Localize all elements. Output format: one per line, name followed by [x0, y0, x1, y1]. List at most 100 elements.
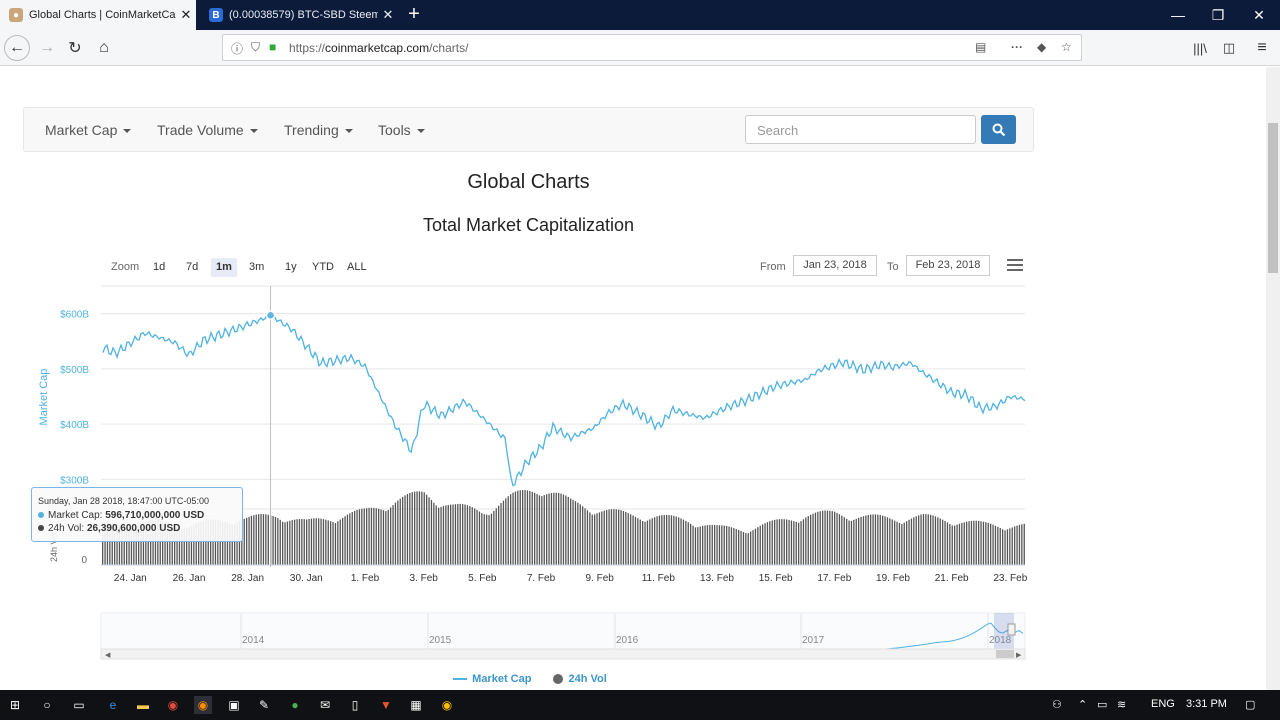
home-icon[interactable]: ⌂ — [99, 39, 109, 56]
reload-icon[interactable]: ↻ — [68, 40, 82, 57]
to-date-input[interactable]: Feb 23, 2018 — [906, 255, 990, 276]
close-tab-icon[interactable]: ✕ — [180, 7, 192, 22]
volume-bar — [229, 524, 231, 565]
volume-bar — [262, 514, 265, 565]
language-indicator[interactable]: ENG — [1151, 698, 1175, 710]
legend-market-cap[interactable]: Market Cap — [453, 673, 531, 685]
volume-bar — [560, 493, 562, 565]
volume-bar — [368, 507, 370, 565]
forward-icon[interactable]: → — [39, 39, 55, 56]
bookmark-star-icon[interactable]: ☆ — [1061, 40, 1072, 54]
nav-trending[interactable]: Trending — [284, 122, 353, 138]
tooltip-date: Sunday, Jan 28 2018, 18:47:00 UTC-05:00 — [38, 496, 209, 506]
windows-start-icon[interactable]: ⊞ — [9, 698, 21, 712]
back-icon[interactable]: ← — [4, 35, 30, 61]
scrollbar-thumb[interactable] — [1268, 123, 1278, 273]
volume-bar — [882, 515, 884, 565]
close-window-icon[interactable]: ✕ — [1253, 6, 1265, 23]
wifi-icon[interactable]: ≋ — [1117, 699, 1127, 711]
menu-icon[interactable]: ≡ — [1257, 39, 1267, 56]
page-title: Global Charts — [467, 171, 590, 193]
lock-icon[interactable]: ■ — [269, 40, 277, 54]
navigator-year-label: 2018 — [989, 635, 1012, 646]
volume-bar — [474, 508, 476, 565]
volume-bar — [1016, 525, 1018, 565]
zoom-all-button[interactable]: ALL — [347, 261, 367, 273]
volume-bar — [310, 518, 313, 565]
volume-bar — [872, 514, 874, 565]
info-icon[interactable]: ⓘ — [231, 42, 244, 56]
minimize-icon[interactable]: — — [1171, 7, 1185, 23]
search-input[interactable]: Search — [745, 115, 976, 144]
url-text[interactable]: https://coinmarketcap.com/charts/ — [289, 41, 469, 55]
tab-coinmarketcap[interactable]: ● Global Charts | CoinMarketCap ✕ — [0, 0, 196, 30]
volume-bar — [922, 514, 925, 565]
page-actions-icon[interactable]: ··· — [1011, 40, 1023, 54]
navigator-year-label: 2014 — [242, 635, 265, 646]
volume-bar — [334, 523, 337, 565]
volume-bar — [942, 519, 944, 565]
legend-24h-vol[interactable]: 24h Vol — [552, 673, 607, 685]
page-scrollbar[interactable] — [1266, 67, 1280, 690]
zoom-7d-button[interactable]: 7d — [186, 261, 199, 273]
zoom-ytd-button[interactable]: YTD — [312, 261, 334, 273]
sidebar-icon[interactable]: ◫ — [1222, 40, 1236, 55]
volume-bar — [1021, 524, 1023, 565]
library-icon[interactable]: |||\ — [1193, 40, 1207, 56]
volume-bar — [877, 514, 879, 565]
from-date-input[interactable]: Jan 23, 2018 — [793, 255, 877, 276]
app-icon[interactable]: ▣ — [228, 698, 240, 712]
calculator-icon[interactable]: ▯ — [351, 698, 359, 712]
mail-icon[interactable]: ✉ — [319, 698, 331, 712]
shield-icon[interactable]: ⛉ — [251, 40, 261, 54]
app-icon[interactable]: ● — [291, 698, 299, 712]
close-tab-icon[interactable]: ✕ — [382, 7, 394, 22]
volume-bar — [169, 523, 171, 565]
url-bar[interactable]: ⓘ ⛉ ■ https://coinmarketcap.com/charts/ … — [222, 34, 1082, 61]
reader-view-icon[interactable]: ▤ — [975, 40, 987, 54]
new-tab-button[interactable]: + — [408, 3, 420, 25]
y-axis-label: Market Cap — [38, 369, 50, 426]
volume-bar — [478, 511, 481, 565]
app-icon[interactable]: ▦ — [410, 698, 422, 712]
zoom-1y-button[interactable]: 1y — [285, 261, 297, 273]
x-tick-label: 21. Feb — [935, 573, 969, 584]
volume-bar — [949, 523, 951, 565]
chart-menu-icon[interactable] — [1007, 259, 1023, 273]
zoom-1m-button[interactable]: 1m — [211, 258, 237, 277]
volume-bar — [483, 514, 485, 565]
chrome-icon[interactable]: ◉ — [441, 698, 453, 712]
volume-bar — [572, 499, 574, 565]
volume-bar — [920, 514, 922, 565]
pocket-icon[interactable]: ◆ — [1037, 40, 1047, 54]
clock[interactable]: 3:31 PM — [1186, 698, 1227, 710]
volume-bar — [450, 504, 452, 565]
tray-up-icon[interactable]: ⌃ — [1078, 699, 1088, 711]
volume-bar — [927, 514, 929, 565]
volume-bar — [598, 512, 601, 565]
volume-bar — [154, 519, 157, 565]
notifications-icon[interactable]: ▢ — [1245, 699, 1256, 711]
brave-icon[interactable]: ▼ — [380, 698, 392, 712]
people-icon[interactable]: ⚇ — [1052, 699, 1062, 711]
chrome-icon[interactable]: ◉ — [167, 698, 179, 712]
volume-bar — [344, 516, 346, 565]
edge-icon[interactable]: e — [109, 698, 117, 712]
nav-trade-volume[interactable]: Trade Volume — [157, 122, 258, 138]
app-icon[interactable]: ✎ — [258, 698, 270, 712]
search-button[interactable] — [981, 115, 1016, 144]
firefox-icon[interactable]: ◉ — [194, 696, 212, 714]
explorer-icon[interactable]: ▬ — [137, 698, 149, 712]
zoom-1d-button[interactable]: 1d — [153, 261, 166, 273]
volume-bar — [680, 518, 682, 565]
task-view-icon[interactable]: ▭ — [73, 698, 85, 712]
battery-icon[interactable]: ▭ — [1097, 699, 1108, 711]
nav-market-cap[interactable]: Market Cap — [45, 122, 131, 138]
restore-icon[interactable]: ❐ — [1211, 6, 1225, 23]
zoom-3m-button[interactable]: 3m — [249, 261, 265, 273]
x-tick-label: 17. Feb — [817, 573, 851, 584]
tab-bittrex[interactable]: B (0.00038579) BTC-SBD SteemDollar ✕ — [200, 0, 398, 30]
cortana-icon[interactable]: ○ — [43, 698, 51, 712]
nav-tools[interactable]: Tools — [378, 122, 425, 138]
volume-bar — [116, 524, 118, 565]
